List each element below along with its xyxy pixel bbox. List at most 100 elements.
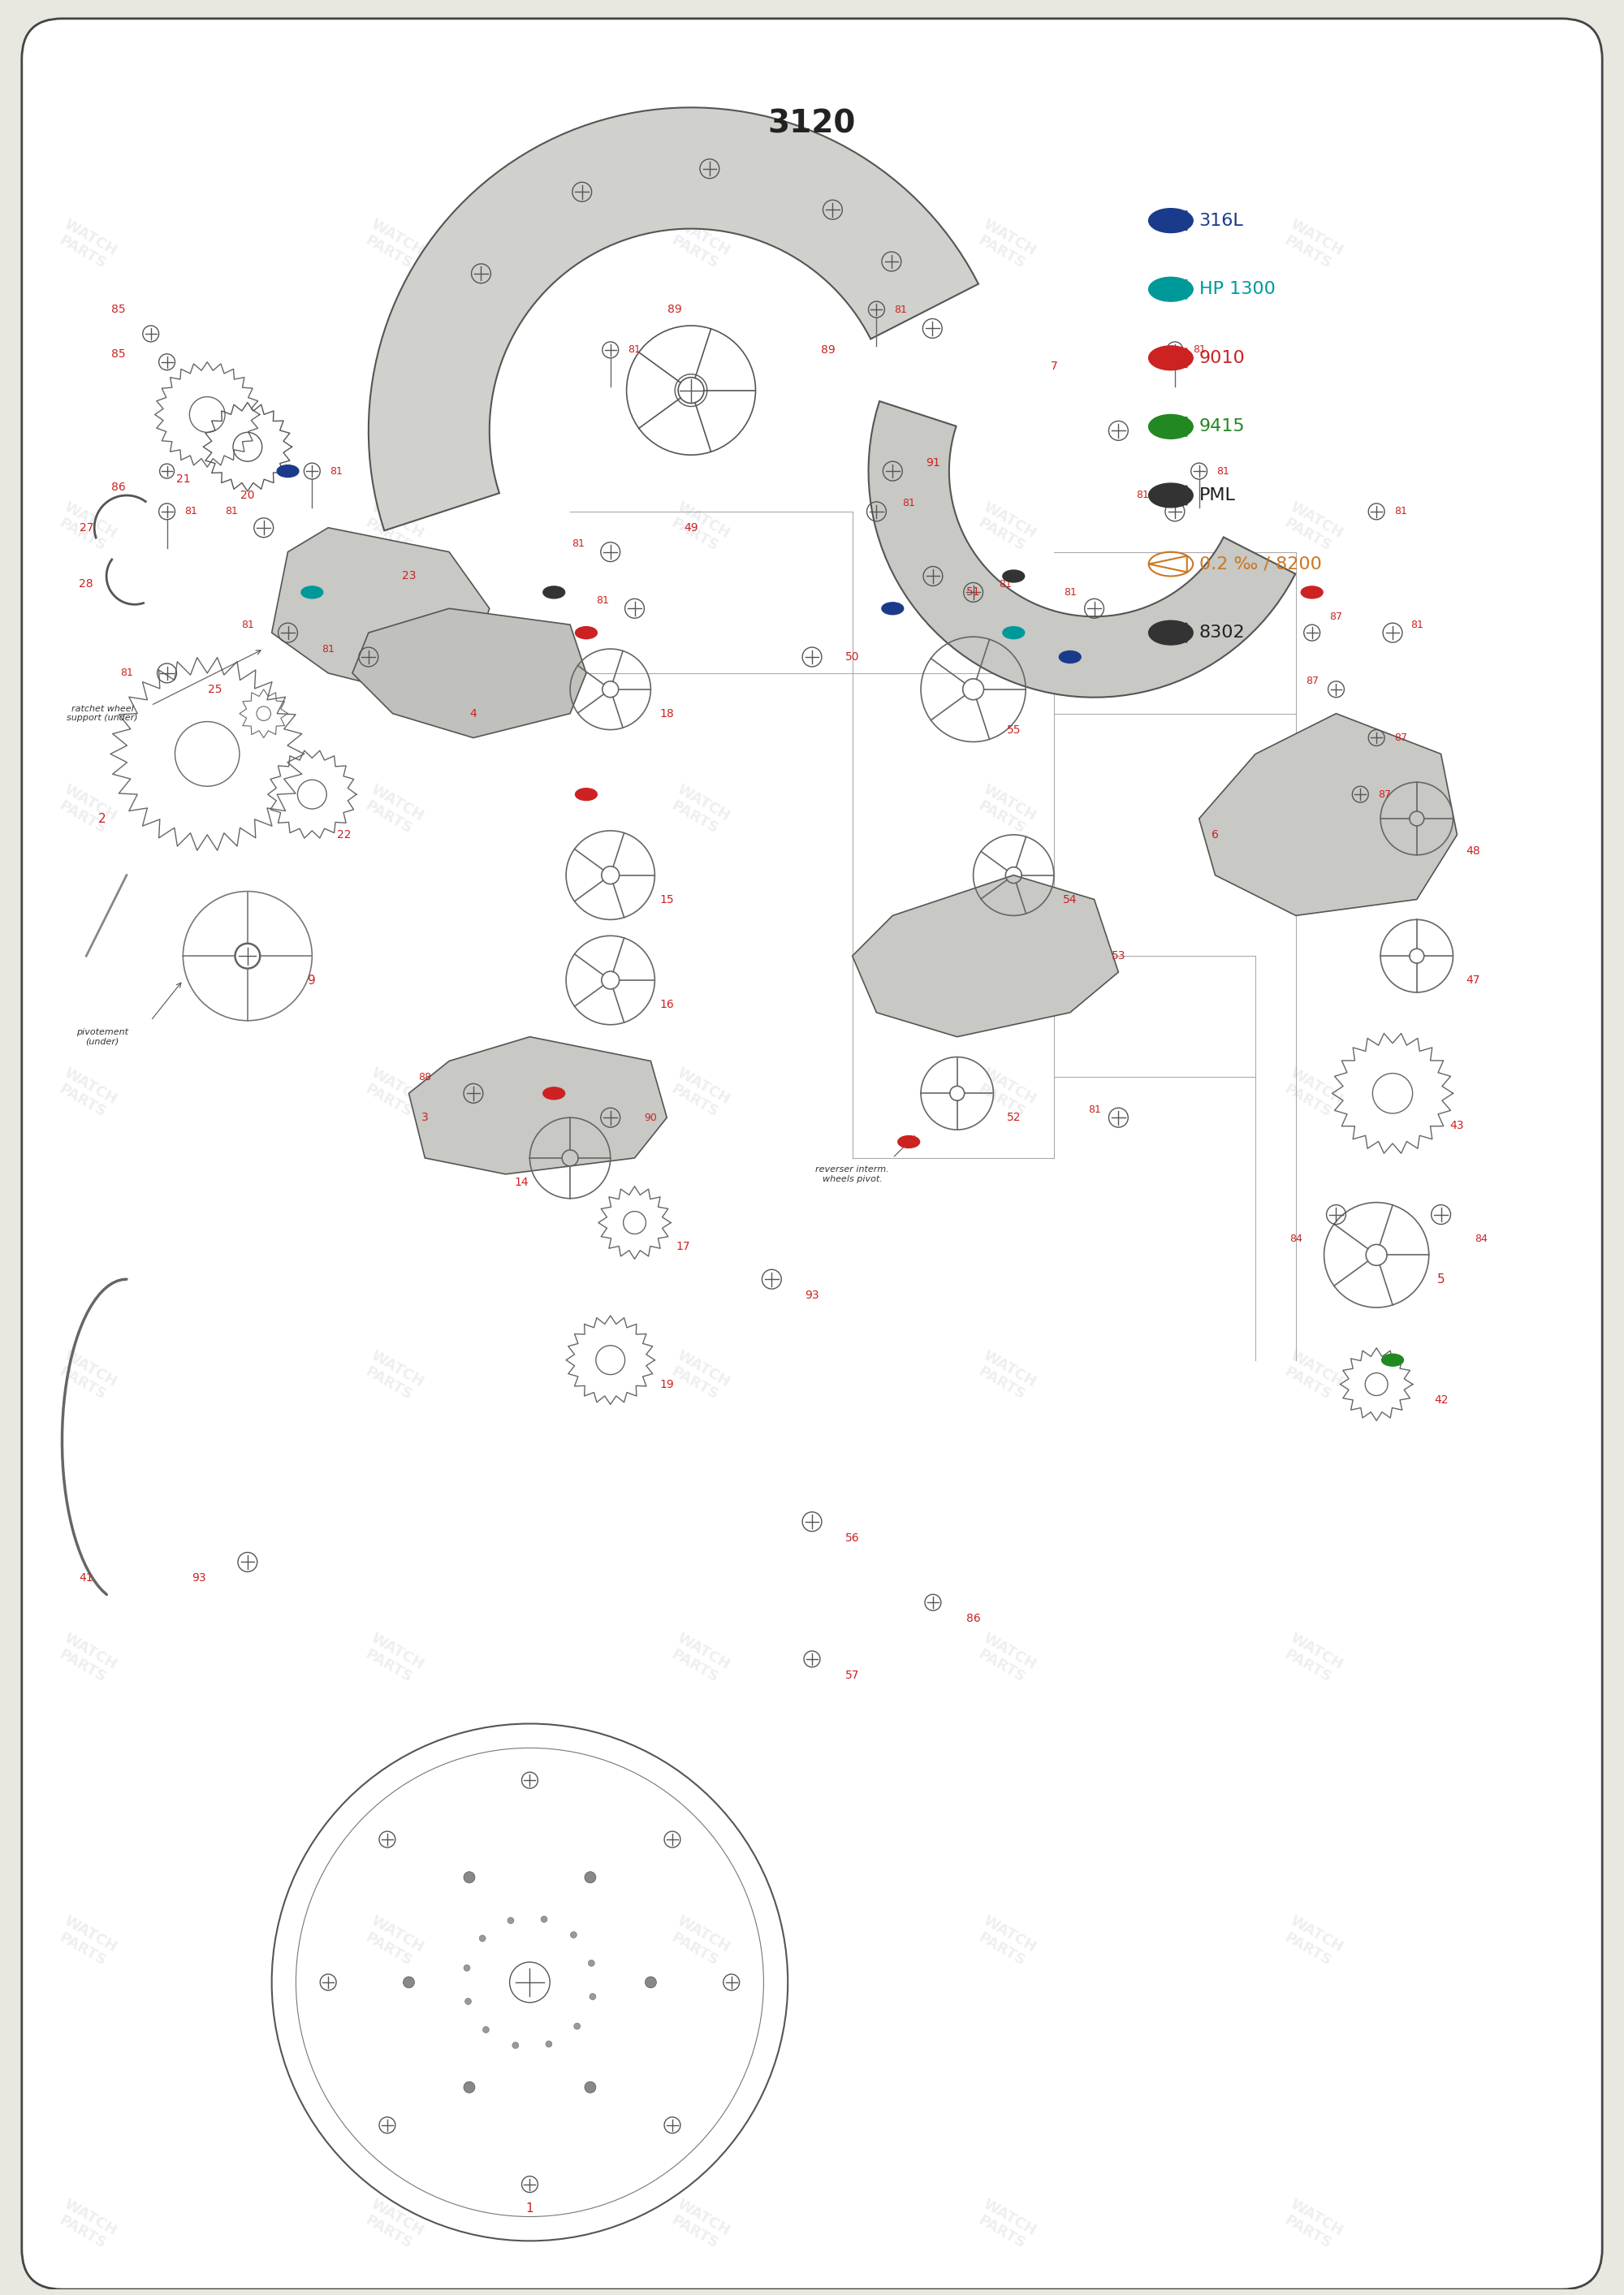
Ellipse shape [575,787,598,801]
Text: 93: 93 [806,1290,818,1301]
Polygon shape [409,1037,667,1175]
Text: 91: 91 [926,457,940,468]
Circle shape [570,1932,577,1937]
Text: WATCH
PARTS: WATCH PARTS [666,500,732,555]
Text: 3: 3 [421,1111,429,1122]
Text: 14: 14 [515,1177,529,1189]
FancyBboxPatch shape [21,18,1603,2290]
Circle shape [573,2022,580,2029]
Polygon shape [1150,280,1187,298]
Text: 81: 81 [1393,507,1406,516]
Text: 86: 86 [112,482,125,493]
Ellipse shape [1382,1354,1403,1366]
Text: 81: 81 [1410,620,1423,629]
Polygon shape [271,528,489,688]
Text: WATCH
PARTS: WATCH PARTS [1278,1914,1345,1969]
Text: WATCH
PARTS: WATCH PARTS [1278,1065,1345,1122]
Text: 88: 88 [419,1072,432,1083]
Circle shape [464,1999,471,2004]
Text: PML: PML [1199,487,1236,503]
Text: 21: 21 [175,473,190,484]
Text: 9415: 9415 [1199,418,1246,434]
Text: WATCH
PARTS: WATCH PARTS [973,2196,1039,2254]
Text: 54: 54 [1064,893,1077,904]
Text: 81: 81 [1192,344,1205,356]
Circle shape [403,1976,414,1987]
Text: reverser interm.
wheels pivot.: reverser interm. wheels pivot. [815,1166,890,1182]
Text: WATCH
PARTS: WATCH PARTS [359,1632,425,1687]
Text: WATCH
PARTS: WATCH PARTS [359,783,425,840]
Text: 53: 53 [1111,950,1125,962]
Text: WATCH
PARTS: WATCH PARTS [1278,1632,1345,1687]
Text: 27: 27 [80,521,94,532]
Text: WATCH
PARTS: WATCH PARTS [359,216,425,273]
Text: 89: 89 [820,344,835,356]
Text: 50: 50 [844,652,859,663]
Polygon shape [1150,349,1187,367]
Circle shape [463,1965,469,1971]
Ellipse shape [1148,484,1194,507]
Text: WATCH
PARTS: WATCH PARTS [666,783,732,840]
Text: 87: 87 [1393,732,1406,744]
Circle shape [645,1976,656,1987]
Text: 55: 55 [1007,723,1021,734]
Text: 5: 5 [1437,1274,1445,1285]
Text: 85: 85 [112,303,125,314]
Text: 316L: 316L [1199,213,1244,230]
Text: 6: 6 [1212,828,1218,840]
Circle shape [507,1916,513,1923]
Ellipse shape [898,1136,919,1148]
Text: 41: 41 [80,1572,94,1584]
Polygon shape [1150,211,1187,230]
Circle shape [479,1935,486,1942]
Polygon shape [352,608,586,737]
Text: WATCH
PARTS: WATCH PARTS [1278,783,1345,840]
Ellipse shape [278,466,299,477]
Text: ratchet wheel
support (under): ratchet wheel support (under) [67,705,138,723]
Text: 0.2 ‰ / 8200: 0.2 ‰ / 8200 [1199,555,1322,571]
Ellipse shape [1002,627,1025,638]
Text: 93: 93 [192,1572,206,1584]
Text: WATCH
PARTS: WATCH PARTS [973,500,1039,555]
Text: 81: 81 [572,539,585,549]
Circle shape [464,2082,474,2093]
Text: WATCH
PARTS: WATCH PARTS [973,1914,1039,1969]
Text: WATCH
PARTS: WATCH PARTS [54,500,120,555]
Text: 42: 42 [1434,1395,1449,1407]
Circle shape [588,1960,594,1967]
Text: 81: 81 [628,344,641,356]
Text: 81: 81 [1088,1104,1101,1115]
Text: 81: 81 [322,643,335,654]
Text: 2: 2 [99,812,106,824]
Ellipse shape [882,601,903,615]
Text: 48: 48 [1466,845,1481,856]
Ellipse shape [1301,585,1324,599]
Text: 51: 51 [966,588,981,599]
Ellipse shape [1148,620,1194,645]
Circle shape [541,1916,547,1923]
Text: WATCH
PARTS: WATCH PARTS [973,216,1039,273]
Text: 81: 81 [120,668,133,679]
Text: WATCH
PARTS: WATCH PARTS [666,1065,732,1122]
Text: 81: 81 [240,620,253,629]
Text: 47: 47 [1466,975,1481,987]
Text: 52: 52 [1007,1111,1021,1122]
Text: WATCH
PARTS: WATCH PARTS [973,1347,1039,1405]
Ellipse shape [1002,569,1025,583]
Text: 28: 28 [80,578,94,590]
Text: WATCH
PARTS: WATCH PARTS [54,1632,120,1687]
Text: 81: 81 [1137,491,1150,500]
Ellipse shape [1148,209,1194,232]
Text: 1: 1 [526,2203,534,2215]
Text: WATCH
PARTS: WATCH PARTS [359,500,425,555]
Ellipse shape [1148,347,1194,369]
Text: 85: 85 [112,349,125,360]
Text: WATCH
PARTS: WATCH PARTS [1278,1347,1345,1405]
Text: WATCH
PARTS: WATCH PARTS [1278,500,1345,555]
Text: 81: 81 [999,578,1012,590]
Text: 23: 23 [401,571,416,583]
Polygon shape [1150,418,1187,436]
Ellipse shape [300,585,323,599]
Text: 18: 18 [659,707,674,718]
Ellipse shape [575,627,598,638]
